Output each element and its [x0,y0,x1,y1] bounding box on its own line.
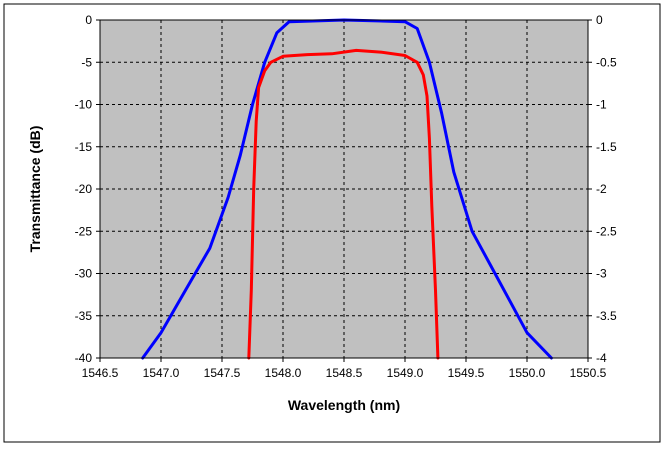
y2-tick-label: -2 [596,182,607,196]
x-tick-label: 1548.5 [326,366,363,380]
x-tick-label: 1546.5 [82,366,119,380]
y-tick-label: 0 [85,13,92,27]
y2-tick-label: -3.5 [596,309,617,323]
y2-tick-label: -1.5 [596,140,617,154]
y-tick-label: -10 [75,98,93,112]
y-tick-label: -20 [75,182,93,196]
x-axis-title: Wavelength (nm) [288,397,400,413]
x-tick-label: 1549.0 [387,366,424,380]
x-tick-label: 1547.0 [143,366,180,380]
y2-tick-label: -3 [596,267,607,281]
y-axis-ticks: 0 -5 -10 -15 -20 -25 -30 -35 -40 [75,13,100,365]
y2-axis-ticks: 0 -0.5 -1 -1.5 -2 -2.5 -3 -3.5 -4 [588,13,617,365]
gridlines [100,20,588,358]
y2-tick-label: -1 [596,98,607,112]
y-tick-label: -40 [75,351,93,365]
y2-tick-label: -0.5 [596,55,617,69]
y2-tick-label: -2.5 [596,224,617,238]
x-tick-label: 1548.0 [265,366,302,380]
y2-tick-label: -4 [596,351,607,365]
y-tick-label: -25 [75,224,93,238]
series-line-2 [247,48,440,360]
x-tick-label: 1550.0 [509,366,546,380]
x-tick-label: 1549.5 [448,366,485,380]
y-tick-label: -15 [75,140,93,154]
y-tick-label: -5 [81,55,92,69]
y-axis-title: Transmittance (dB) [27,126,43,253]
y-tick-label: -35 [75,309,93,323]
x-tick-label: 1550.5 [570,366,607,380]
y-tick-label: -30 [75,267,93,281]
y2-tick-label: 0 [596,13,603,27]
x-tick-label: 1547.5 [204,366,241,380]
x-axis-ticks: 1546.5 1547.0 1547.5 1548.0 1548.5 1549.0 1549… [82,358,607,380]
